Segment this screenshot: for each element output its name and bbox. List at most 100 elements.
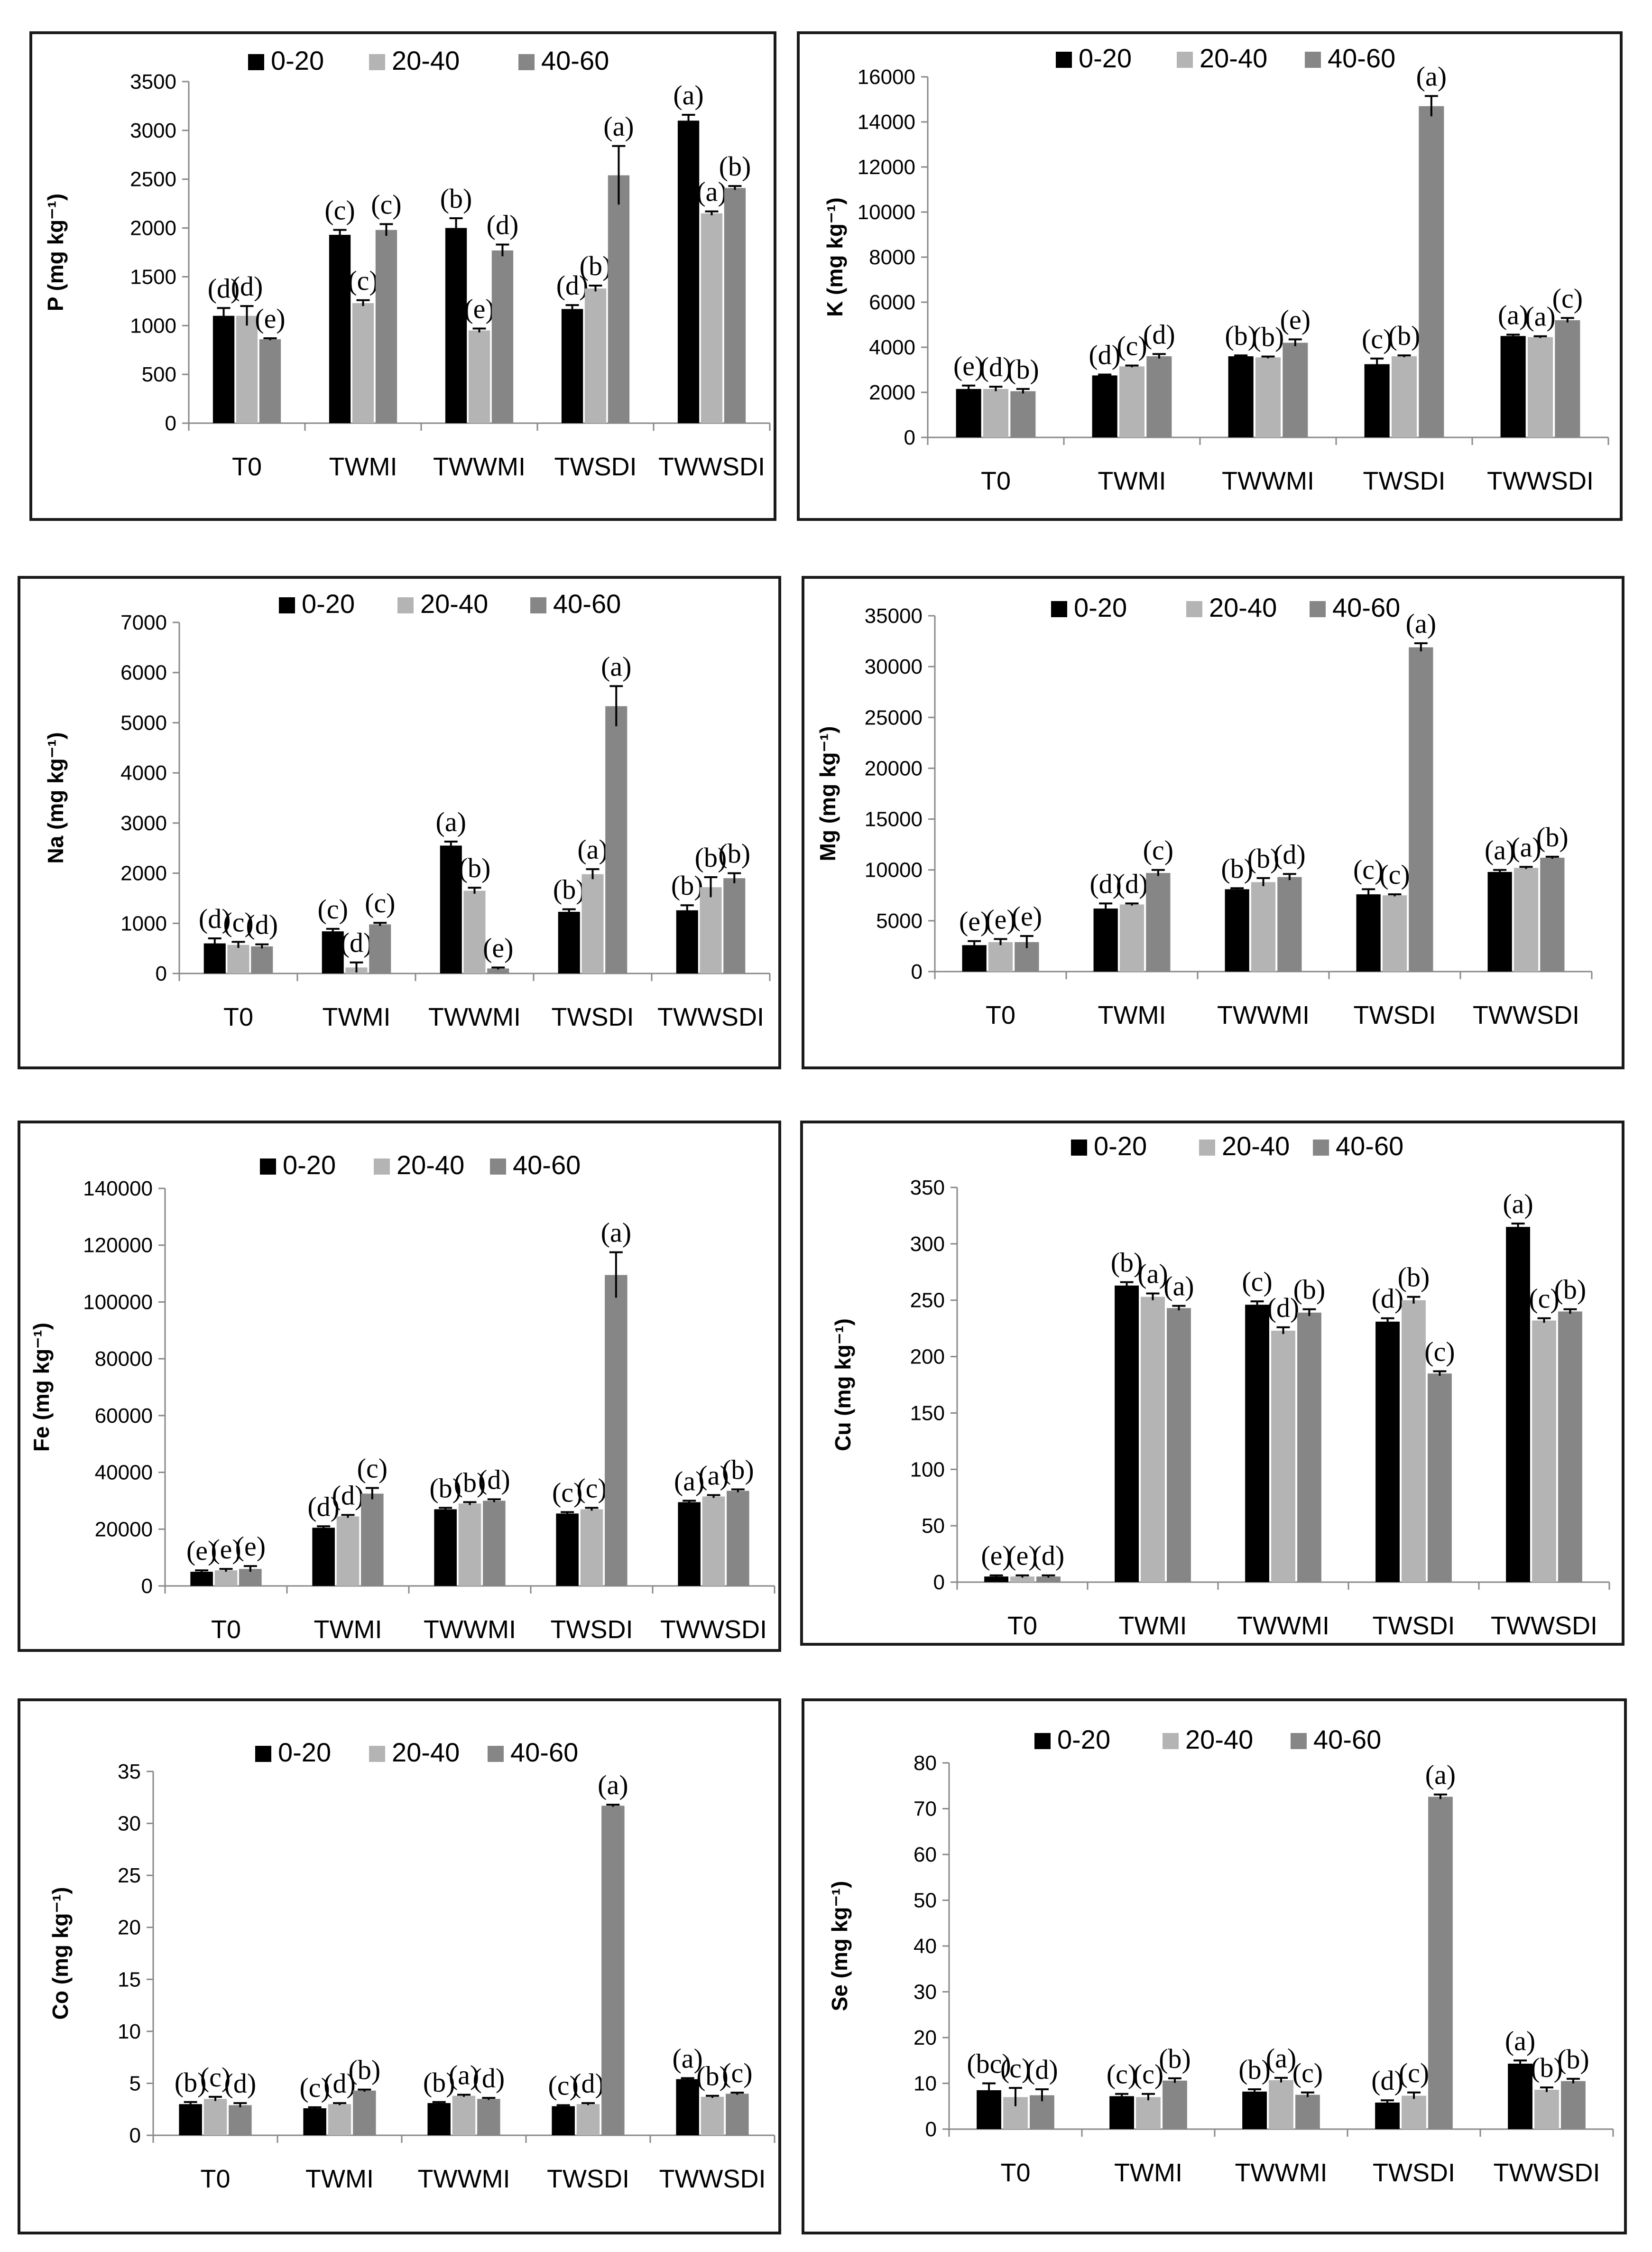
legend-label: 20-40 <box>397 1150 464 1180</box>
significance-label: (a) <box>577 834 608 865</box>
category-label: T0 <box>1000 2159 1030 2187</box>
bar <box>561 309 583 423</box>
bar <box>203 2099 227 2135</box>
category-label: TWWMI <box>1237 1612 1329 1640</box>
significance-label: (c) <box>548 2070 578 2101</box>
bar <box>1228 356 1254 437</box>
y-tick-label: 100 <box>910 1458 945 1481</box>
category-label: TWWMI <box>433 453 526 481</box>
y-axis-title: K (mg kg⁻¹) <box>822 197 847 317</box>
legend-swatch <box>1071 1140 1087 1156</box>
significance-label: (b) <box>1554 1274 1587 1305</box>
y-tick-label: 20 <box>914 2026 937 2049</box>
category-label: TWSDI <box>547 2165 629 2193</box>
legend-swatch <box>490 1158 506 1175</box>
y-tick-label: 0 <box>925 2118 937 2141</box>
significance-label: (b) <box>1293 1274 1326 1305</box>
y-tick-label: 25 <box>118 1864 141 1887</box>
significance-label: (e) <box>235 1531 266 1562</box>
y-tick-label: 20000 <box>95 1518 153 1541</box>
legend-label: 0-20 <box>278 1737 331 1767</box>
chart-panel-p: 0 500 1000 1500 2000 2500 3000 3500 T0 (d) (d) (e) T… <box>29 31 776 521</box>
y-tick-label: 4000 <box>120 761 167 785</box>
legend-label: 0-20 <box>1094 1131 1147 1161</box>
legend-label: 0-20 <box>1079 43 1132 73</box>
significance-label: (a) <box>601 651 631 682</box>
significance-label: (d) <box>980 352 1012 382</box>
significance-label: (a) <box>1505 2025 1535 2056</box>
significance-label: (c) <box>200 2062 231 2093</box>
significance-label: (b) <box>454 1467 486 1498</box>
y-tick-label: 1000 <box>120 912 167 935</box>
significance-label: (b) <box>175 2067 207 2098</box>
bar <box>984 1576 1008 1582</box>
bar <box>1136 2097 1161 2129</box>
bar <box>956 389 981 437</box>
significance-label: (c) <box>576 1473 607 1503</box>
significance-label: (d) <box>341 927 373 958</box>
bar <box>1251 882 1276 972</box>
legend-label: 20-40 <box>1185 1724 1253 1754</box>
y-axis-title: P (mg kg⁻¹) <box>43 194 68 311</box>
significance-label: (a) <box>1137 1258 1168 1289</box>
y-tick-label: 250 <box>910 1289 945 1312</box>
bar <box>1391 356 1417 437</box>
bar <box>303 2108 326 2135</box>
category-label: TWWMI <box>1235 2159 1328 2187</box>
bar <box>336 1516 360 1586</box>
bar <box>179 2104 202 2135</box>
bar <box>227 945 249 973</box>
significance-label: (b) <box>423 2067 455 2098</box>
significance-label: (c) <box>324 195 355 226</box>
y-tick-label: 0 <box>141 1575 153 1598</box>
bar <box>983 389 1009 437</box>
bar <box>1527 337 1553 437</box>
legend-label: 20-40 <box>392 1737 460 1767</box>
y-tick-label: 40 <box>914 1935 937 1958</box>
significance-label: (d) <box>224 2068 257 2099</box>
significance-label: (c) <box>365 888 395 918</box>
significance-label: (c) <box>371 189 401 220</box>
significance-label: (c) <box>318 894 348 925</box>
significance-label: (d) <box>332 1480 364 1511</box>
bar <box>1242 2091 1267 2129</box>
bar <box>1558 1311 1582 1582</box>
legend-label: 0-20 <box>302 589 355 619</box>
bar <box>581 874 604 973</box>
significance-label: (b) <box>1531 2052 1563 2083</box>
legend-swatch <box>1056 52 1072 68</box>
significance-label: (c) <box>348 265 378 296</box>
legend-swatch <box>518 54 535 70</box>
y-axis-title: Fe (mg kg⁻¹) <box>29 1323 54 1452</box>
bar <box>962 945 987 972</box>
significance-label: (b) <box>722 1454 754 1485</box>
bar <box>1540 858 1565 972</box>
bar <box>1508 2064 1532 2129</box>
significance-label: (b) <box>349 2055 381 2085</box>
bar <box>427 2103 451 2135</box>
bar <box>580 1509 603 1586</box>
significance-label: (e) <box>464 293 494 324</box>
bar <box>1555 320 1580 437</box>
significance-label: (b) <box>1111 1247 1143 1278</box>
bar <box>700 887 722 973</box>
legend-swatch <box>1291 1733 1307 1749</box>
significance-label: (c) <box>1399 2057 1429 2088</box>
category-label: TWMI <box>314 1615 382 1644</box>
category-label: T0 <box>232 453 262 481</box>
significance-label: (b) <box>1007 354 1039 385</box>
significance-label: (b) <box>1225 320 1257 351</box>
bar <box>463 890 486 973</box>
bar <box>1561 2081 1586 2129</box>
significance-label: (e) <box>981 1540 1011 1571</box>
legend-swatch <box>1313 1140 1329 1156</box>
significance-label: (e) <box>255 303 285 334</box>
bar <box>605 706 628 973</box>
bar <box>1375 2103 1400 2129</box>
significance-label: (a) <box>1416 61 1447 92</box>
bar <box>229 2105 252 2135</box>
bar <box>552 2106 575 2135</box>
bar <box>1010 391 1036 437</box>
significance-label: (c) <box>1424 1336 1455 1367</box>
y-tick-label: 2500 <box>130 168 176 191</box>
